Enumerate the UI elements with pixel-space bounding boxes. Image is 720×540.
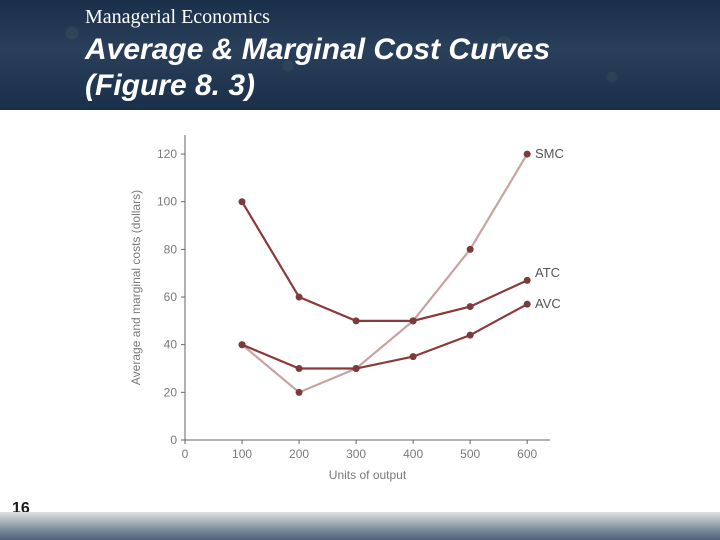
- page-title: Average & Marginal Cost Curves (Figure 8…: [85, 32, 550, 104]
- marker-ATC: [524, 277, 531, 284]
- marker-SMC: [524, 151, 531, 158]
- title-line-1: Average & Marginal Cost Curves: [85, 33, 550, 66]
- chart-svg: 0 20 40 60 80 100 120 0 100 200 300 400 500 600 Units …: [120, 125, 620, 485]
- slide: Managerial Economics Average & Marginal …: [0, 0, 720, 540]
- marker-AVC: [353, 365, 360, 372]
- marker-ATC: [353, 317, 360, 324]
- subject-label: Managerial Economics: [85, 6, 270, 29]
- series-label-AVC: AVC: [535, 296, 561, 311]
- svg-text:300: 300: [346, 447, 366, 461]
- marker-AVC: [467, 332, 474, 339]
- marker-SMC: [296, 389, 303, 396]
- svg-text:600: 600: [517, 447, 537, 461]
- svg-text:400: 400: [403, 447, 423, 461]
- marker-ATC: [239, 198, 246, 205]
- svg-text:Average and marginal costs (do: Average and marginal costs (dollars): [129, 190, 143, 385]
- svg-text:Units of output: Units of output: [329, 468, 407, 482]
- marker-AVC: [296, 365, 303, 372]
- marker-ATC: [296, 294, 303, 301]
- marker-ATC: [410, 317, 417, 324]
- svg-text:0: 0: [182, 447, 189, 461]
- svg-text:60: 60: [164, 290, 178, 304]
- series-AVC: [242, 304, 527, 368]
- svg-text:0: 0: [170, 433, 177, 447]
- marker-AVC: [524, 301, 531, 308]
- title-line-2: (Figure 8. 3): [85, 69, 255, 102]
- svg-text:40: 40: [164, 338, 178, 352]
- series-label-ATC: ATC: [535, 265, 560, 280]
- marker-ATC: [467, 303, 474, 310]
- cost-curves-chart: 0 20 40 60 80 100 120 0 100 200 300 400 500 600 Units …: [120, 125, 620, 485]
- marker-SMC: [467, 246, 474, 253]
- series-label-SMC: SMC: [535, 146, 564, 161]
- marker-AVC: [410, 353, 417, 360]
- svg-text:20: 20: [164, 385, 178, 399]
- svg-text:500: 500: [460, 447, 480, 461]
- marker-AVC: [239, 341, 246, 348]
- svg-text:120: 120: [157, 147, 177, 161]
- footer-band: [0, 512, 720, 540]
- svg-text:200: 200: [289, 447, 309, 461]
- header-band: Managerial Economics Average & Marginal …: [0, 0, 720, 110]
- svg-text:100: 100: [157, 195, 177, 209]
- svg-text:80: 80: [164, 242, 178, 256]
- series-ATC: [242, 202, 527, 321]
- svg-text:100: 100: [232, 447, 252, 461]
